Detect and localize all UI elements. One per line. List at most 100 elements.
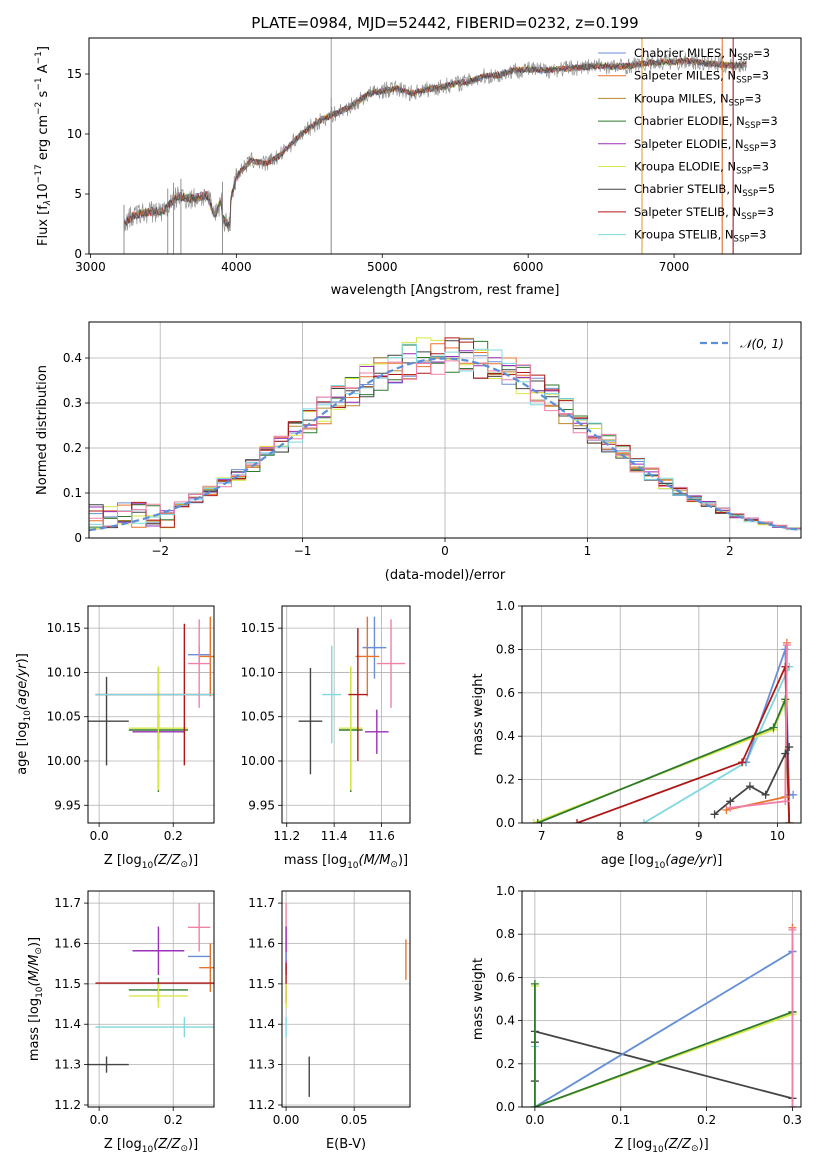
x-axis-label: mass [log10(M/M⊙)]: [284, 853, 408, 871]
legend-subscript: SSP: [729, 98, 745, 108]
legend-value: =3: [744, 91, 761, 105]
label-part: Z [log: [104, 853, 142, 868]
plot-background: [522, 891, 801, 1107]
weight-line: [576, 666, 791, 823]
normal-curve: [89, 357, 801, 532]
x-tick-label: 0.2: [164, 829, 183, 843]
y-tick-label: 11.4: [248, 1017, 275, 1031]
legend-name: Kroupa STELIB, N: [634, 228, 734, 242]
y-tick-label: 0.4: [63, 351, 82, 365]
weight-marker: [788, 925, 797, 934]
label-subscript: 10: [347, 861, 359, 871]
legend-subscript: SSP: [744, 144, 760, 154]
y-tick-label: 10.05: [241, 710, 275, 724]
label-part: (Z/Z: [153, 1137, 181, 1152]
legend-value: =5: [758, 182, 775, 196]
plot-area: [88, 616, 214, 792]
label-part: )]: [188, 853, 198, 868]
label-subscript: 10: [142, 1145, 154, 1155]
x-axis-label: Z [log10(Z/Z⊙)]: [104, 853, 198, 871]
legend-name: Kroupa ELODIE, N: [634, 160, 736, 174]
weight-marker: [781, 645, 790, 654]
weight-marker: [781, 749, 790, 758]
y-tick-label: 0: [74, 247, 82, 261]
y-tick-label: 11.7: [54, 896, 81, 910]
legend-name: Salpeter MILES, N: [634, 69, 736, 83]
plot-area: [529, 638, 798, 823]
y-tick-label: 0.6: [496, 970, 515, 984]
weight-marker: [639, 819, 648, 823]
y-tick-label: 1.0: [496, 599, 515, 613]
x-tick-label: −1: [294, 544, 312, 558]
x-axis-label: Z [log10(Z/Z⊙)]: [614, 1137, 708, 1155]
y-tick-label: 11.4: [54, 1017, 81, 1031]
y-tick-label: 10.15: [241, 621, 275, 635]
y-tick-label: 11.7: [248, 896, 275, 910]
weight-marker: [738, 758, 747, 767]
label-subscript: 10: [652, 1145, 664, 1155]
y-tick-label: 0.2: [496, 773, 515, 787]
weight-line: [534, 950, 793, 1107]
label-subscript: ⊙: [390, 860, 398, 870]
x-tick-label: 0.0: [525, 1113, 544, 1127]
legend-value: =3: [753, 46, 770, 60]
legend-value: =3: [761, 114, 778, 128]
y-tick-label: 15: [67, 67, 82, 81]
mass-vs-ebv-panel: 0.00 0.05 11.2 11.3 11.4 11.5 11.6 11.7 E(B-V): [248, 890, 411, 1152]
weight-marker: [530, 1103, 539, 1107]
y-axis-label: mass weight: [471, 673, 486, 755]
label-part: )]: [27, 937, 42, 947]
y-axis-label: Flux [fλ10−17 erg cm−2 s−1 A−1]: [34, 46, 53, 246]
y-tick-label: 0.8: [496, 642, 515, 656]
y-tick-label: 10.00: [241, 754, 275, 768]
label-subscript: ⊙: [691, 1144, 699, 1154]
x-tick-label: 11.6: [368, 829, 395, 843]
y-tick-label: 11.2: [248, 1098, 275, 1112]
x-tick-label: 7000: [659, 260, 690, 274]
label-part: (M/M: [27, 955, 42, 987]
label-part: )]: [15, 653, 30, 663]
legend-entry: Kroupa MILES, NSSP=3: [634, 91, 761, 108]
label-part: −2: [34, 102, 44, 115]
legend-subscript: SSP: [745, 121, 761, 131]
label-part: ]: [36, 46, 51, 51]
weight-marker: [785, 819, 794, 823]
x-axis-label: (data-model)/error: [385, 568, 506, 583]
plot-frame: [88, 37, 802, 255]
plot-frame: [87, 605, 215, 824]
y-axis-label: mass [log10(M/M⊙)]: [27, 937, 45, 1061]
figure-title: PLATE=0984, MJD=52442, FIBERID=0232, z=0…: [251, 14, 638, 32]
histogram-step: [89, 337, 801, 530]
weight-marker: [533, 819, 542, 823]
y-tick-label: 0.2: [496, 1057, 515, 1071]
x-tick-label: 0.2: [164, 1113, 183, 1127]
x-axis-label: Z [log10(Z/Z⊙)]: [104, 1137, 198, 1155]
legend-entry: 𝒩(0, 1): [740, 337, 784, 351]
plot-background: [89, 38, 801, 254]
x-tick-label: −2: [151, 544, 169, 558]
x-tick-label: 0.0: [90, 829, 109, 843]
legend-subscript: SSP: [734, 235, 750, 245]
x-tick-label: 2: [726, 544, 734, 558]
plot-frame: [521, 890, 802, 1108]
label-part: Z [log: [614, 1137, 652, 1152]
y-tick-label: 0: [74, 531, 82, 545]
label-subscript: 10: [35, 986, 45, 998]
label-part: Z [log: [104, 1137, 142, 1152]
x-tick-label: 0.3: [783, 1113, 802, 1127]
label-part: erg cm: [36, 115, 51, 164]
x-tick-label: 4000: [221, 260, 252, 274]
y-tick-label: 10.05: [47, 710, 81, 724]
spectrum-line: [123, 52, 748, 234]
label-part: )]: [398, 853, 408, 868]
x-tick-label: 0.1: [611, 1113, 630, 1127]
label-subscript: ⊙: [180, 860, 188, 870]
y-tick-label: 5: [74, 187, 82, 201]
x-tick-label: 11.2: [273, 829, 300, 843]
label-part: mass [log: [284, 853, 347, 868]
legend-entry: Salpeter MILES, NSSP=3: [634, 69, 769, 86]
x-tick-label: 0.00: [273, 1113, 300, 1127]
y-tick-label: 9.95: [54, 798, 81, 812]
label-part: )]: [699, 1137, 709, 1152]
label-part: )]: [712, 853, 722, 868]
